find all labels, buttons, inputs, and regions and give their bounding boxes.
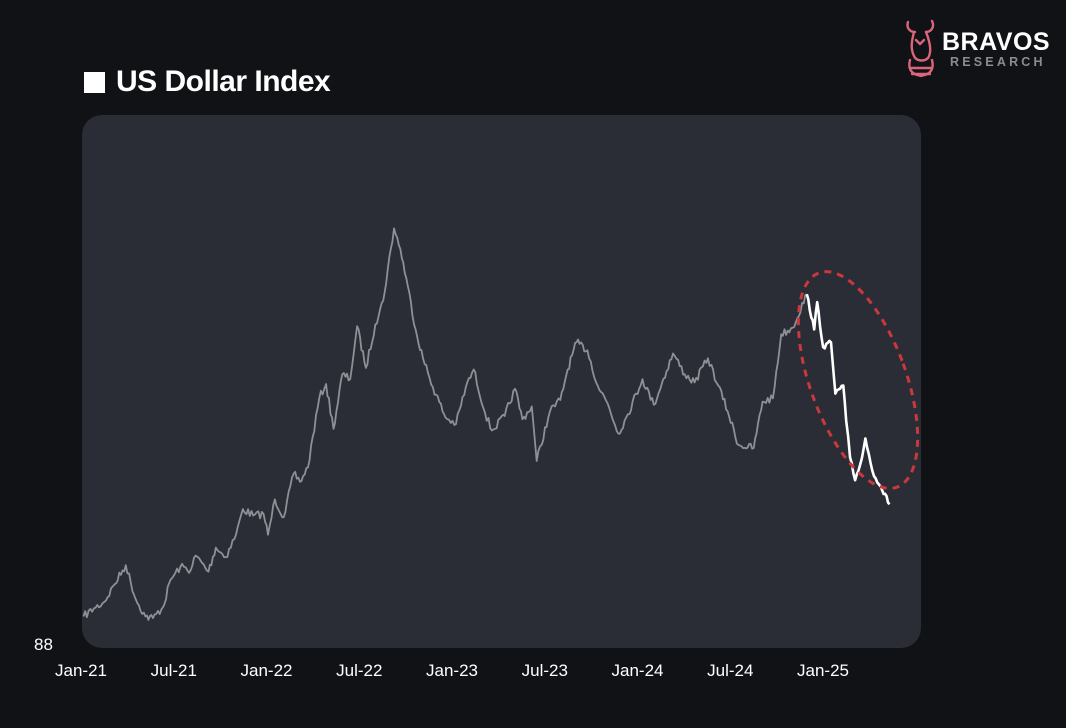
y-tick-label: 88 — [34, 635, 53, 654]
plot-area — [82, 115, 921, 648]
series-line-history — [82, 227, 808, 621]
x-axis-ticks: Jan-21 Jul-21 Jan-22 Jul-22 Jan-23 Jul-23 Jan-… — [55, 661, 849, 680]
brand-name: BRAVOS — [942, 28, 1051, 56]
legend-square-icon — [84, 71, 105, 93]
x-tick-label: Jan-24 — [612, 661, 664, 680]
y-axis-ticks: 88 — [34, 635, 53, 654]
series-layer — [82, 227, 891, 621]
x-tick-label: Jul-23 — [522, 661, 568, 680]
highlight-ellipse — [796, 270, 920, 490]
x-tick-label: Jul-24 — [707, 661, 753, 680]
chart-title: US Dollar Index — [84, 64, 331, 100]
x-tick-label: Jan-23 — [426, 661, 478, 680]
x-tick-label: Jan-22 — [241, 661, 293, 680]
x-tick-label: Jan-25 — [797, 661, 849, 680]
brand-logo: BRAVOS RESEARCH — [900, 14, 1060, 84]
series-line-recent — [805, 293, 891, 506]
bull-horse-icon — [906, 19, 935, 78]
x-tick-label: Jul-21 — [151, 661, 197, 680]
x-tick-label: Jul-22 — [336, 661, 382, 680]
x-tick-label: Jan-21 — [55, 661, 107, 680]
chart-title-text: US Dollar Index — [116, 65, 331, 98]
brand-subtitle: RESEARCH — [950, 55, 1046, 69]
